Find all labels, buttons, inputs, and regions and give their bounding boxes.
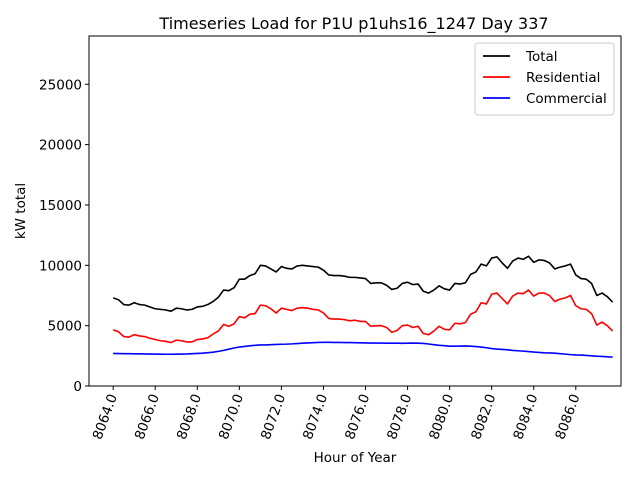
y-tick-label: 15000 xyxy=(39,198,82,214)
series-layer xyxy=(112,255,614,358)
y-tick-label: 25000 xyxy=(39,77,82,93)
y-tick-label: 5000 xyxy=(48,319,82,335)
series-line-commercial xyxy=(113,341,613,358)
series-line-residential xyxy=(112,289,614,344)
legend-label-total: Total xyxy=(525,49,558,65)
axes-frame xyxy=(88,35,622,387)
y-tick-label: 20000 xyxy=(39,138,82,154)
chart-title: Timeseries Load for P1U p1uhs16_1247 Day… xyxy=(158,14,548,34)
legend-box xyxy=(474,42,615,116)
legend: Total Residential Commercial xyxy=(474,42,615,116)
y-axis: 0 5000 10000 15000 20000 25000 xyxy=(39,77,89,395)
legend-label-residential: Residential xyxy=(526,70,600,86)
y-tick-label: 0 xyxy=(73,379,82,395)
legend-label-commercial: Commercial xyxy=(526,91,607,107)
series-line-total xyxy=(112,255,614,312)
y-axis-label: kW total xyxy=(13,183,29,239)
x-axis-label: Hour of Year xyxy=(314,450,397,466)
y-tick-label: 10000 xyxy=(39,258,82,274)
